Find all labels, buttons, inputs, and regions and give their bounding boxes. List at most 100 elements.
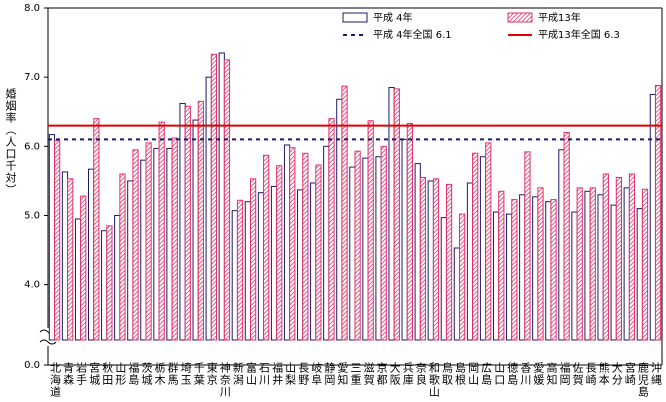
bar [249, 178, 257, 341]
x-tick-label: 長崎 [584, 362, 597, 386]
y-tick-label: 4.0 [24, 280, 40, 291]
x-tick-label: 大阪 [388, 361, 401, 386]
bar [328, 118, 335, 341]
bar [537, 187, 544, 341]
bar [140, 159, 147, 341]
bar [427, 180, 434, 341]
bar [545, 201, 552, 341]
y-tick-label: 5.0 [24, 211, 40, 222]
bar [419, 176, 427, 341]
bar [563, 132, 570, 341]
bar [576, 187, 583, 341]
bar [289, 147, 296, 341]
bar [597, 194, 604, 341]
bar [479, 156, 487, 341]
x-tick-label: 青森 [62, 362, 75, 386]
bar [263, 154, 270, 341]
bar [236, 199, 244, 341]
x-tick-label: 沖縄 [649, 362, 662, 386]
x-tick-label: 大分 [610, 361, 623, 386]
bar [459, 213, 466, 341]
x-tick-label: 長野 [297, 362, 310, 386]
x-tick-label: 兵庫 [401, 362, 414, 386]
bar [649, 93, 656, 341]
x-tick-label: 香川 [519, 362, 532, 386]
bar [184, 105, 191, 341]
legend-label: 平成 4年 [373, 11, 413, 24]
bar [602, 173, 609, 341]
bar [192, 119, 199, 341]
x-tick-label: 福島 [127, 361, 140, 386]
x-tick-label: 北海道 [49, 362, 62, 398]
x-tick-label: 和歌山 [427, 362, 440, 398]
bar [205, 76, 212, 341]
bar [393, 88, 400, 341]
legend-label: 平成13年 [538, 11, 581, 24]
bar [453, 247, 461, 341]
bar [375, 156, 382, 341]
bar [414, 163, 421, 341]
bar [511, 199, 518, 341]
bar [432, 178, 440, 341]
bar [276, 165, 283, 341]
y-tick-label: 7.0 [24, 72, 40, 83]
x-tick-label: 埼玉 [179, 361, 192, 386]
bar [323, 145, 330, 341]
bar [67, 178, 74, 341]
bar [171, 137, 178, 341]
bar [406, 123, 413, 341]
bar [498, 190, 505, 341]
bar [210, 53, 218, 341]
bar [119, 173, 126, 341]
bar [380, 145, 387, 341]
bar [223, 59, 231, 341]
bar [492, 211, 500, 341]
bar [114, 215, 121, 341]
x-tick-label: 東京 [205, 362, 218, 386]
x-tick-label: 島根 [454, 361, 467, 386]
y-tick-label: 6.0 [24, 141, 40, 152]
bar [310, 182, 317, 341]
bar [74, 218, 82, 341]
x-tick-label: 山形 [114, 362, 127, 386]
bar [610, 204, 617, 341]
x-tick-label: 群馬 [166, 361, 179, 386]
bar [367, 120, 374, 341]
bar [589, 187, 596, 341]
bar [283, 144, 291, 341]
x-tick-label: 滋賀 [362, 362, 375, 386]
y-axis-label: 婚姻率（人口千対） [4, 87, 17, 196]
x-tick-label: 山梨 [284, 362, 297, 386]
legend-label: 平成 4年全国 6.1 [373, 28, 452, 41]
bar [166, 147, 173, 341]
x-tick-label: 鳥取 [440, 361, 453, 386]
x-tick-label: 愛知 [336, 362, 349, 386]
x-tick-label: 石川 [258, 362, 271, 386]
bar [654, 84, 662, 341]
bar [127, 180, 134, 341]
y-tick-label: 0.0 [24, 360, 40, 371]
x-tick-label: 静岡 [323, 361, 336, 386]
bar [153, 147, 160, 341]
x-tick-label: 徳島 [506, 362, 519, 386]
bar [54, 140, 61, 341]
bar [270, 185, 278, 341]
bar [623, 187, 630, 341]
x-tick-label: 宮崎 [623, 361, 636, 386]
legend-swatch [342, 12, 368, 23]
bar [532, 196, 539, 341]
bar [550, 199, 557, 341]
bar [349, 166, 356, 341]
x-tick-label: 高知 [545, 361, 558, 386]
bar [61, 171, 69, 341]
bar [466, 182, 474, 341]
bar [158, 121, 165, 341]
x-tick-label: 福井 [271, 361, 284, 386]
x-tick-label: 岩手 [75, 361, 88, 386]
bar [80, 195, 87, 341]
bar [524, 151, 531, 341]
bar [641, 188, 649, 341]
bar [315, 164, 322, 341]
bar [218, 52, 225, 341]
